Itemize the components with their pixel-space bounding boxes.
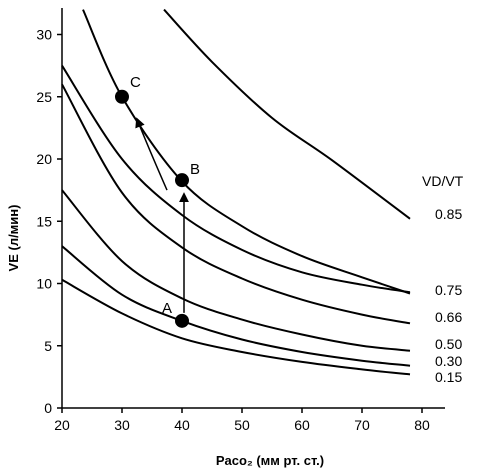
curve-label-0-50: 0.50 [435, 336, 462, 352]
curve-label-0-85: 0.85 [435, 206, 462, 222]
curve-vd-vt-0-15 [61, 278, 411, 376]
point-label-b: B [190, 161, 200, 178]
x-tick-label: 80 [414, 417, 430, 433]
ticks-group: 20 30 40 50 60 70 80 0 5 10 15 20 25 30 [36, 27, 430, 434]
arrow-b-to-c [135, 117, 168, 191]
point-c [115, 89, 129, 104]
curve-vd-vt-0-66 [61, 83, 411, 325]
curves-group [61, 8, 411, 376]
y-tick-label: 0 [44, 400, 52, 416]
curve-label-0-15: 0.15 [435, 369, 462, 385]
x-tick-label: 50 [234, 417, 250, 433]
curve-vd-vt-0-75 [61, 65, 411, 294]
x-tick-label: 20 [54, 417, 70, 433]
curve-unlabeled-6 [163, 8, 411, 220]
curve-label-0-30: 0.30 [435, 353, 462, 369]
markers-group: A B C [115, 74, 200, 328]
x-tick-label: 60 [294, 417, 310, 433]
axes-group [61, 8, 445, 409]
y-tick-label: 10 [36, 276, 52, 292]
y-tick-label: 20 [36, 151, 52, 167]
y-tick-label: 30 [36, 27, 52, 43]
y-tick-label: 15 [36, 213, 52, 229]
y-tick-label: 5 [44, 338, 52, 354]
x-tick-label: 70 [354, 417, 370, 433]
curve-vd-vt-0-50 [61, 189, 411, 352]
curve-vd-vt-0-30 [61, 245, 411, 367]
point-a [175, 313, 189, 328]
point-b [175, 173, 189, 188]
legend-title: VD/VT [422, 173, 464, 189]
x-tick-label: 30 [114, 417, 130, 433]
y-tick-label: 25 [36, 89, 52, 105]
point-label-a: A [162, 300, 172, 317]
curve-labels-group: 0.85 0.75 0.66 0.500.300.15 [435, 206, 462, 385]
curve-label-0-66: 0.66 [435, 309, 462, 325]
y-axis-title: VE (л/мин) [6, 205, 21, 272]
x-tick-label: 40 [174, 417, 190, 433]
point-label-c: C [130, 74, 141, 91]
curve-label-0-75: 0.75 [435, 282, 462, 298]
arrows-group [135, 117, 189, 313]
x-axis-title: Paco₂ (мм рт. ст.) [216, 453, 324, 468]
